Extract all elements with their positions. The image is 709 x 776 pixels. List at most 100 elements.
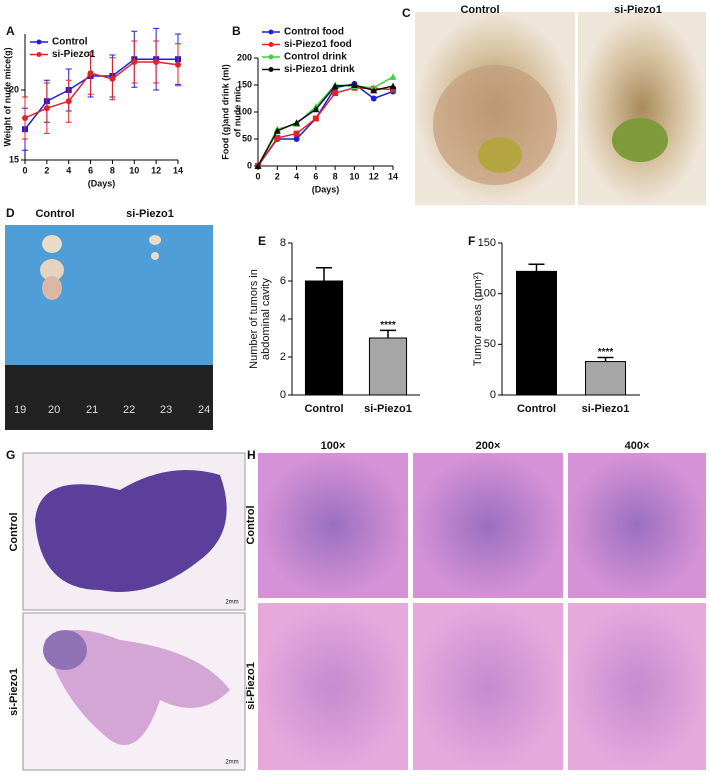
tissue [35,470,227,592]
scale-label: 2mm [225,600,238,606]
panel-letter: H [247,448,256,462]
photo-label: Control [35,208,74,220]
marker [389,73,397,80]
row-label: si-Piezo1 [8,668,20,716]
y-axis-label: Weight of nude mice(g) [2,47,12,146]
photo [568,603,706,770]
series-line [257,84,394,167]
panel-letter: C [402,6,411,20]
y-tick-label: 50 [484,338,496,350]
photo [568,453,706,598]
row-label: Control [245,505,257,544]
series-line [257,76,394,167]
photo [413,453,563,598]
x-tick-label: Control [517,403,556,415]
column-label: 200× [476,440,501,452]
legend-marker [36,39,42,45]
bar [515,270,558,396]
marker [312,115,319,122]
x-tick-label: 2 [275,171,280,181]
marker [370,86,378,94]
ruler-label: 19 [14,404,26,416]
x-tick-label: 4 [294,171,299,181]
marker [331,82,339,90]
marker [273,127,281,134]
x-tick-label: 12 [369,171,379,181]
legend-marker [268,42,274,47]
y-tick-label: 100 [237,106,252,116]
marker [293,130,300,137]
series-line [257,83,394,167]
column-label: 100× [321,440,346,452]
marker [312,105,320,113]
legend-label: si-Piezo1 food [284,39,352,50]
marker [332,90,339,97]
y-tick-label: 0 [280,389,286,401]
marker [43,105,50,112]
x-tick-label: 14 [388,171,398,181]
x-tick-label: 8 [333,171,338,181]
tumor [151,252,159,260]
y-tick-label: 0 [247,160,252,170]
y-tick-label: 150 [478,237,496,249]
column-label: 400× [625,440,650,452]
y-tick-label: 100 [478,288,496,300]
y-tick-label: 150 [237,79,252,89]
photo-label: Control [460,4,499,16]
panel-letters: A B C D E F G H [6,6,475,462]
tumor [42,276,62,300]
y-axis-label: Food (g)and drink (ml) [220,64,230,159]
marker [153,59,160,65]
legend-marker [268,67,274,72]
panel-letter: G [6,448,15,462]
x-tick-label: si-Piezo1 [582,403,630,415]
tissue [45,630,230,745]
marker [87,70,94,77]
error-bar [316,266,332,281]
y-axis-label: Number of tumors in [248,269,260,369]
legend-label: si-Piezo1 drink [284,64,355,75]
marker [131,59,138,65]
error-bar [597,356,614,362]
y-tick-label: 6 [280,275,286,287]
marker [390,86,396,93]
marker [175,61,181,68]
legend-marker [36,52,42,57]
ruler-label: 24 [198,404,210,416]
x-tick-label: Control [304,403,343,415]
photo-c: Control si-Piezo1 [415,4,706,205]
legend-marker [268,29,274,35]
marker [22,115,28,121]
marker [65,98,72,105]
annotation: **** [380,320,396,331]
panel-letter: D [6,206,15,220]
bar [584,361,627,396]
y-tick-label: 2 [280,351,286,363]
x-axis-label: (Days) [88,178,116,188]
x-tick-label: 10 [129,165,139,175]
marker [254,162,262,169]
photo [258,453,408,598]
series-line [24,61,179,119]
series-line [257,86,394,167]
error-bar [380,329,396,338]
x-axis-label: (Days) [312,184,340,194]
legend-marker [268,54,274,60]
error-bar [528,263,545,272]
tumor [149,235,161,245]
photo [413,603,563,770]
y-tick-label: 15 [9,154,19,164]
tumor [42,235,62,253]
x-tick-label: 14 [173,165,183,175]
x-tick-label: 12 [151,165,161,175]
tissue [43,630,87,670]
photo [578,12,706,205]
marker [389,82,397,90]
y-axis-label: of nude mic [232,87,242,138]
ruler [5,365,213,430]
row-label: Control [8,512,20,551]
y-tick-label: 0 [490,389,496,401]
marker [274,134,281,141]
